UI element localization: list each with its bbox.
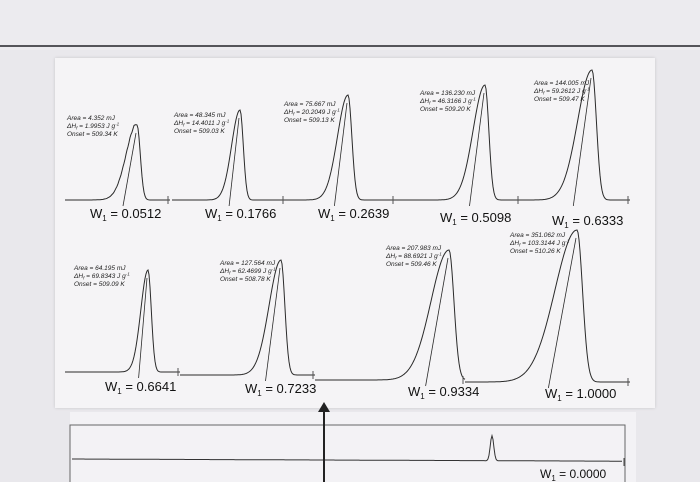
peak-annotation: Area = 207.983 mJ ΔHf = 88.6921 J g-1 Onse…: [385, 245, 442, 268]
onset-tangent: [122, 132, 137, 207]
enthalpy-text: ΔHf = 1.9953 J g-1: [66, 122, 120, 131]
onset-text: Onset = 510.26 K: [510, 248, 561, 255]
peak-curve: [395, 84, 520, 201]
w-label: W1 = 1.0000: [545, 386, 616, 403]
w-label: W1 = 0.0512: [90, 206, 161, 223]
background-top: [0, 0, 700, 50]
onset-tangent: [425, 257, 449, 387]
peak-annotation: Area = 64.195 mJ ΔHf = 69.8343 J g-1 Onset…: [73, 265, 130, 288]
horizontal-rule: [0, 45, 700, 47]
dsc-panel-7: Area = 127.564 mJ ΔHf = 62.4699 J g-1 Onse…: [180, 259, 316, 398]
peak-curve: [315, 249, 466, 381]
w-label: W1 = 0.2639: [318, 206, 389, 223]
peak-curve: [520, 69, 630, 201]
peak-annotation: Area = 136.230 mJ ΔHf = 46.3166 J g-1 Onse…: [419, 90, 476, 113]
onset-text: Onset = 509.20 K: [420, 106, 471, 113]
enthalpy-text: ΔHf = 103.3144 J g-1: [509, 239, 570, 248]
arrow-up: [318, 402, 330, 482]
bottom-figure-panel: [70, 412, 636, 482]
w-label: W1 = 0.6641: [105, 379, 176, 396]
onset-text: Onset = 509.13 K: [284, 117, 335, 124]
onset-tangent: [138, 277, 148, 379]
area-text: Area = 64.195 mJ: [73, 265, 126, 272]
peak-curve: [172, 109, 285, 201]
area-text: Area = 351.062 mJ: [509, 232, 566, 239]
w-label: W1 = 0.9334: [408, 384, 479, 401]
onset-tangent: [469, 92, 485, 207]
area-text: Area = 144.005 mJ: [533, 80, 590, 87]
area-text: Area = 207.983 mJ: [385, 245, 442, 252]
onset-text: Onset = 508.78 K: [220, 276, 271, 283]
enthalpy-text: ΔHf = 88.6921 J g-1: [385, 252, 442, 261]
w-label: W1 = 0.1766: [205, 206, 276, 223]
onset-text: Onset = 509.03 K: [174, 128, 225, 135]
bottom-w-label: W1 = 0.0000: [540, 467, 606, 482]
onset-text: Onset = 509.46 K: [386, 261, 437, 268]
onset-tangent: [334, 102, 348, 207]
enthalpy-text: ΔHf = 59.2612 J g-1: [533, 87, 590, 96]
area-text: Area = 136.230 mJ: [419, 90, 476, 97]
peak-curve: [65, 124, 170, 201]
onset-tangent: [572, 77, 592, 207]
peak-annotation: Area = 48.345 mJ ΔHf = 14.4011 J g-1 Onset…: [173, 112, 230, 135]
dsc-panel-2: Area = 48.345 mJ ΔHf = 14.4011 J g-1 Onset…: [172, 109, 285, 223]
area-text: Area = 4.352 mJ: [66, 115, 116, 122]
dsc-panel-1: Area = 4.352 mJ ΔHf = 1.9953 J g-1 Onset =…: [65, 115, 170, 223]
peak-curve: [465, 229, 630, 383]
dsc-panel-5: Area = 144.005 mJ ΔHf = 59.2612 J g-1 Onse…: [520, 69, 630, 230]
dsc-panel-8: Area = 207.983 mJ ΔHf = 88.6921 J g-1 Onse…: [315, 245, 479, 401]
peak-annotation: Area = 4.352 mJ ΔHf = 1.9953 J g-1 Onset =…: [66, 115, 120, 138]
figure-sheet: [55, 58, 655, 408]
enthalpy-text: ΔHf = 46.3166 J g-1: [419, 97, 476, 106]
w-label: W1 = 0.5098: [440, 210, 511, 227]
bottom-curve: [72, 433, 622, 462]
onset-text: Onset = 509.09 K: [74, 281, 125, 288]
enthalpy-text: ΔHf = 62.4699 J g-1: [219, 267, 276, 276]
enthalpy-text: ΔHf = 69.8343 J g-1: [73, 272, 130, 281]
enthalpy-text: ΔHf = 14.4011 J g-1: [173, 119, 230, 128]
peak-annotation: Area = 144.005 mJ ΔHf = 59.2612 J g-1 Onse…: [533, 80, 590, 103]
enthalpy-text: ΔHf = 20.2049 J g-1: [283, 108, 340, 117]
peak-annotation: Area = 351.062 mJ ΔHf = 103.3144 J g-1 Ons…: [509, 232, 570, 255]
dsc-panel-4: Area = 136.230 mJ ΔHf = 46.3166 J g-1 Onse…: [395, 84, 520, 227]
onset-text: Onset = 509.34 K: [67, 131, 118, 138]
panels-layer: Area = 4.352 mJ ΔHf = 1.9953 J g-1 Onset =…: [65, 69, 630, 403]
peak-curve: [180, 259, 315, 376]
bottom-layer: W1 = 0.0000: [69, 424, 626, 482]
peak-annotation: Area = 127.564 mJ ΔHf = 62.4699 J g-1 Onse…: [219, 260, 276, 283]
onset-tangent: [228, 117, 240, 207]
bottom-panel-frame: [69, 424, 626, 482]
onset-tangent: [548, 237, 577, 389]
peak-annotation: Area = 75.667 mJ ΔHf = 20.2049 J g-1 Onset…: [283, 101, 340, 124]
onset-tangent: [265, 267, 281, 382]
area-text: Area = 48.345 mJ: [173, 112, 226, 119]
area-text: Area = 75.667 mJ: [283, 101, 336, 108]
dsc-panel-9: Area = 351.062 mJ ΔHf = 103.3144 J g-1 Ons…: [465, 229, 630, 403]
w-label: W1 = 0.6333: [552, 213, 623, 230]
w-label: W1 = 0.7233: [245, 381, 316, 398]
dsc-panel-6: Area = 64.195 mJ ΔHf = 69.8343 J g-1 Onset…: [65, 265, 180, 396]
dsc-panel-3: Area = 75.667 mJ ΔHf = 20.2049 J g-1 Onset…: [283, 94, 395, 223]
onset-text: Onset = 509.47 K: [534, 96, 585, 103]
peak-curve: [285, 94, 395, 201]
peak-curve: [65, 268, 180, 373]
area-text: Area = 127.564 mJ: [219, 260, 276, 267]
